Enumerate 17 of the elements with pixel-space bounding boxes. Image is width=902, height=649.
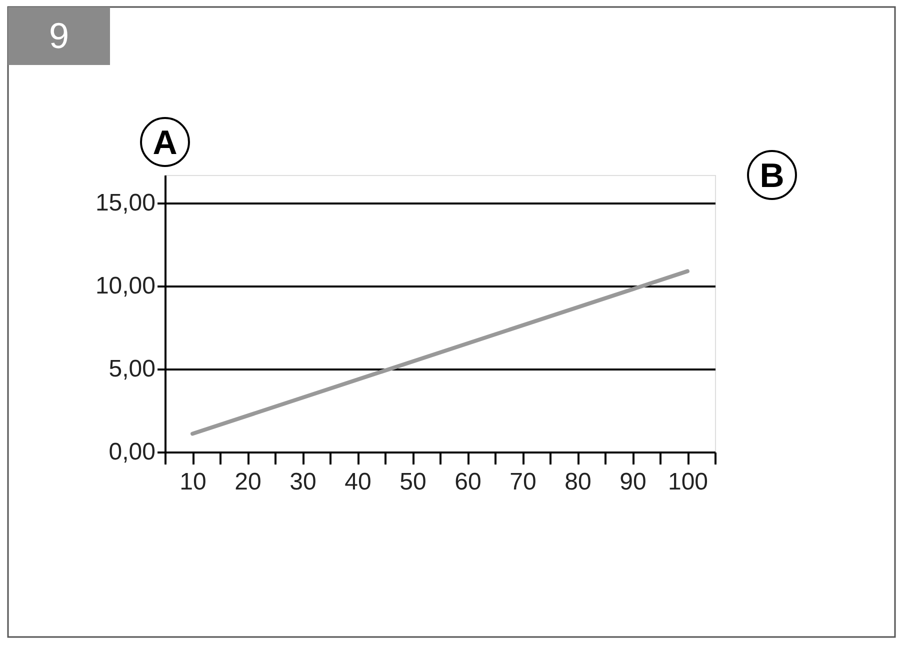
x-tick-label: 80 — [564, 468, 592, 496]
chart-title: 9 — [48, 15, 70, 56]
y-tick-label: 5,00 — [108, 356, 156, 383]
y-tick-label: 10,00 — [95, 272, 156, 300]
x-tick-label: 40 — [344, 468, 372, 496]
x-tick-label: 90 — [620, 468, 646, 496]
x-axis-title: B — [760, 157, 784, 195]
y-axis-title: A — [152, 124, 178, 162]
y-tick-label: 15,00 — [95, 190, 156, 217]
x-tick-label: 50 — [400, 468, 426, 496]
x-tick-label: 70 — [510, 468, 536, 496]
x-tick-label: 10 — [180, 468, 206, 496]
x-tick-label: 100 — [668, 468, 708, 496]
x-tick-label: 20 — [234, 468, 262, 496]
y-tick-label: 0,00 — [108, 438, 156, 466]
x-tick-label: 30 — [290, 468, 316, 496]
x-tick-label: 60 — [454, 468, 482, 496]
